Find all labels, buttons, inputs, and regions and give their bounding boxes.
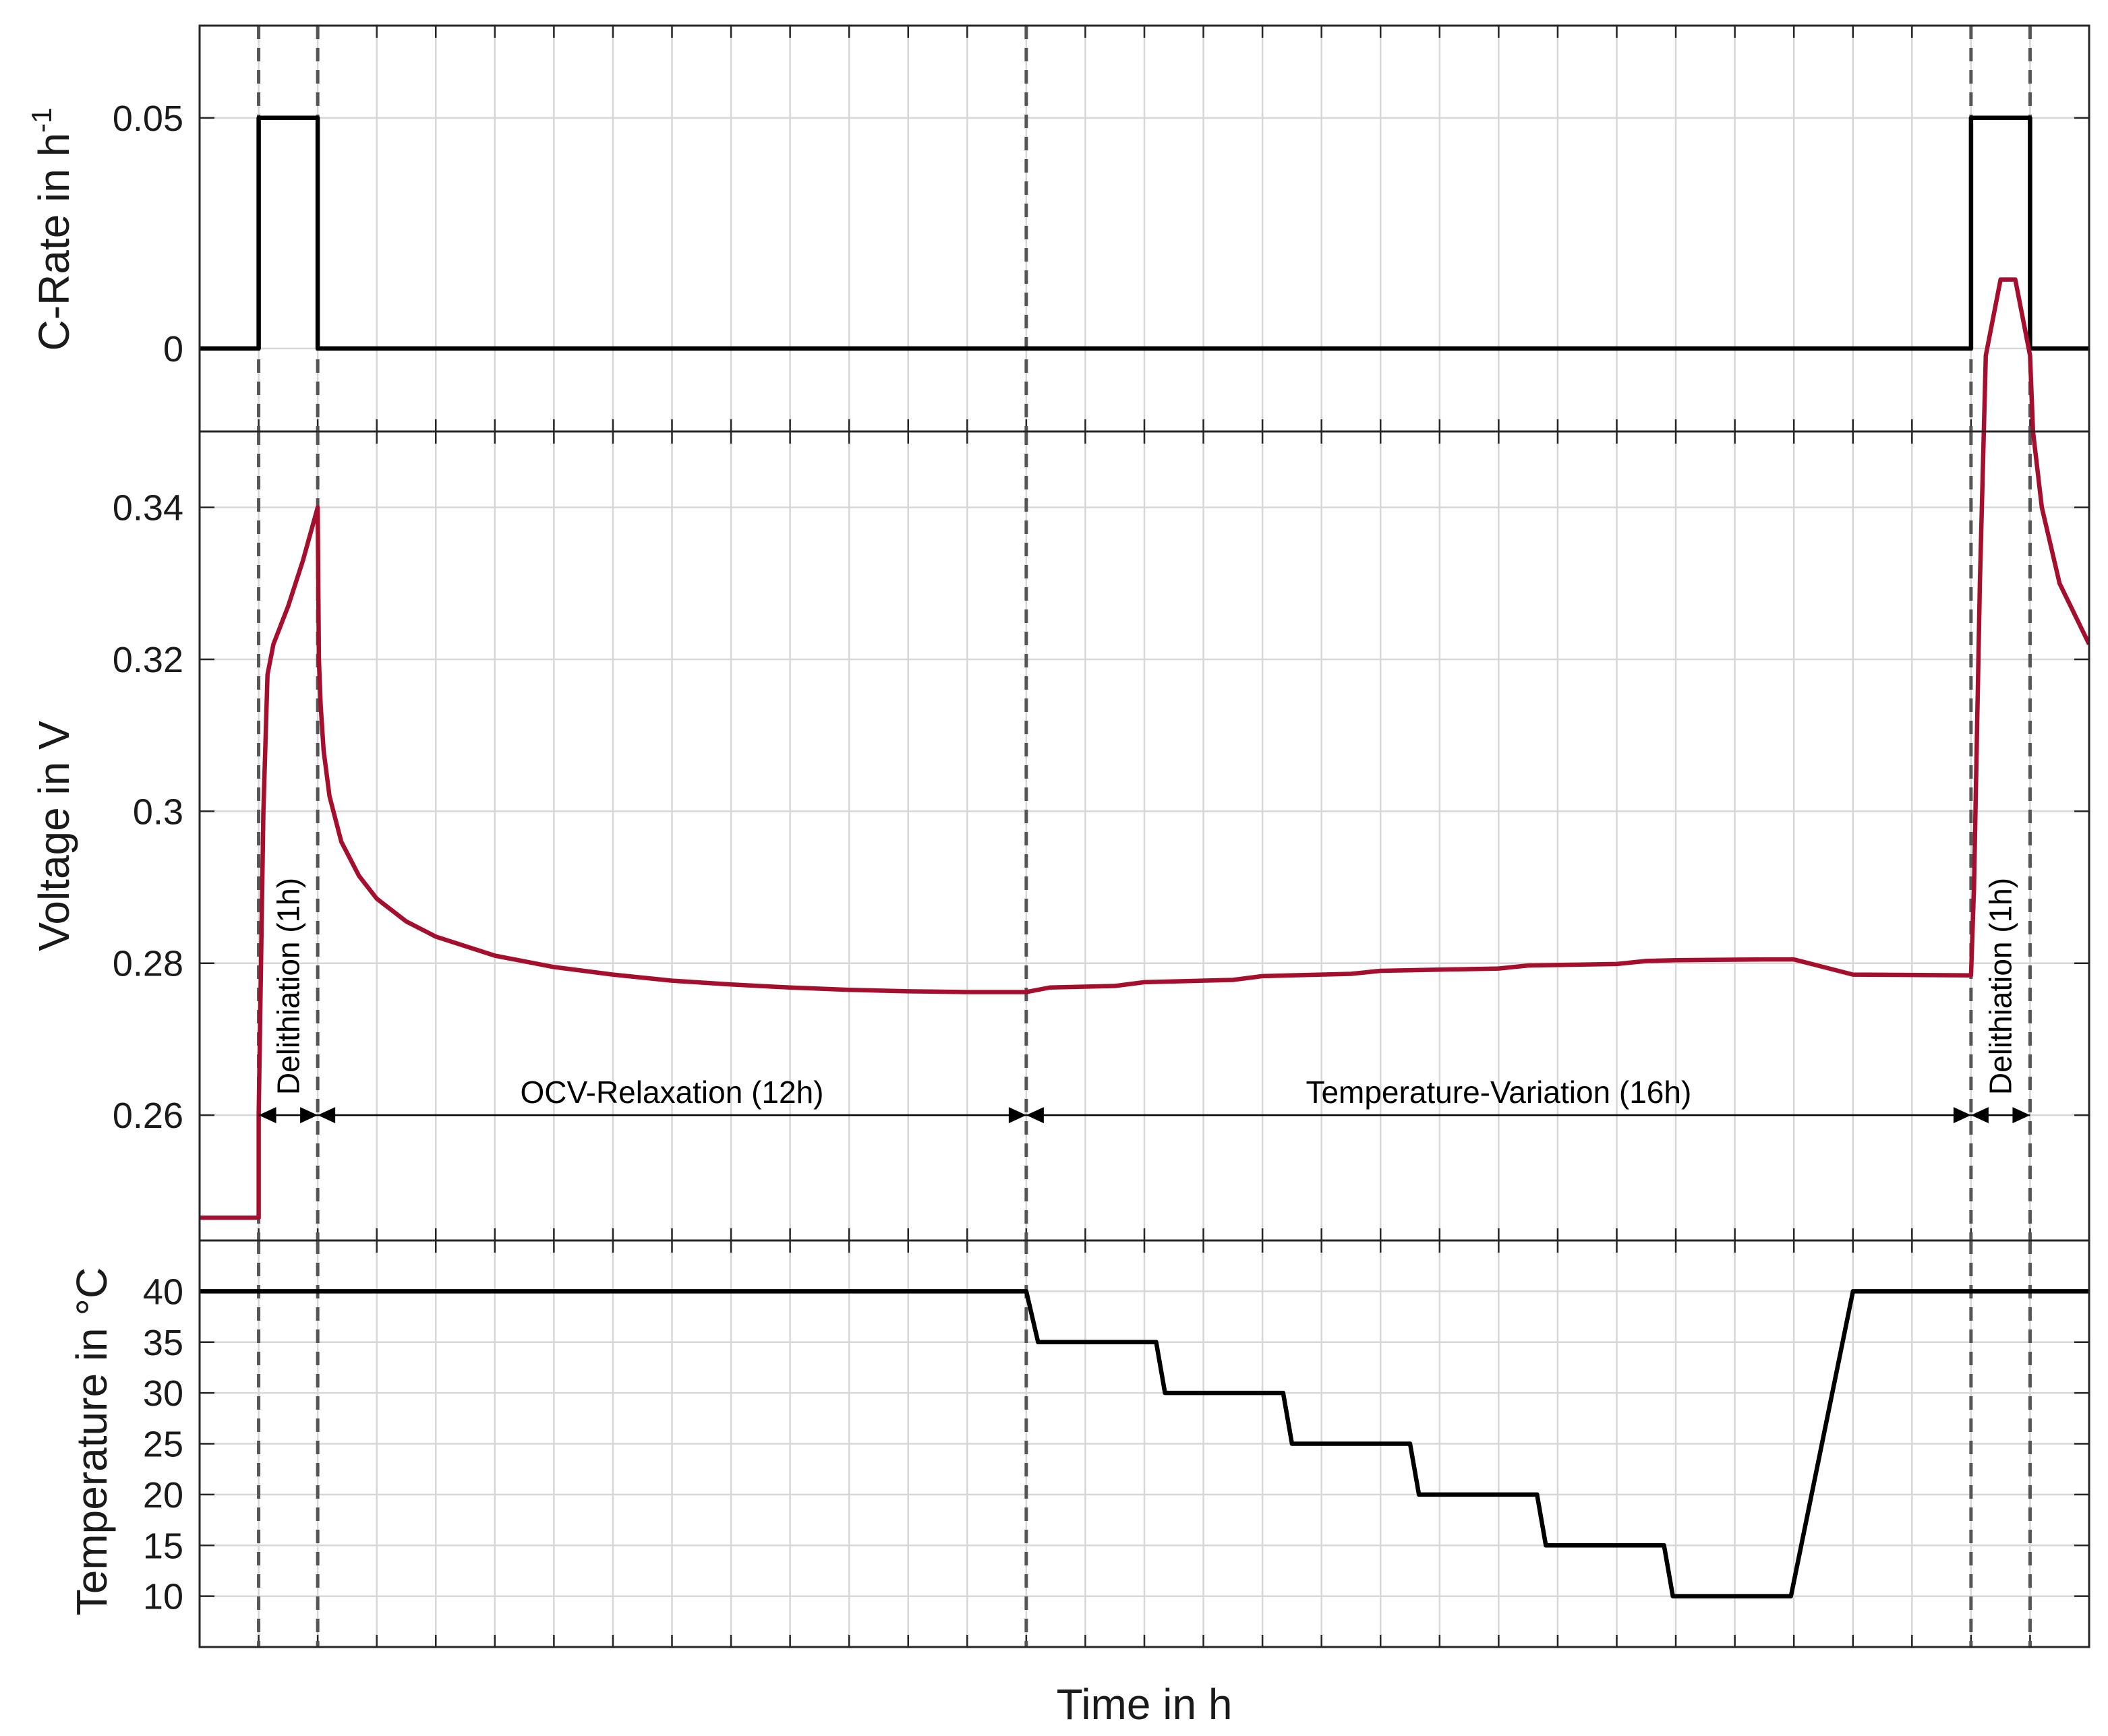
- annotation-arrowhead-right: [2012, 1107, 2030, 1124]
- panel-temperature: 10 15 20 25 30 35 40: [143, 1239, 2090, 1648]
- y-tick-label: 0.34: [113, 488, 183, 529]
- phase-annotation: OCV-Relaxation (12h): [318, 1075, 1026, 1124]
- y-tick-label: 10: [143, 1577, 183, 1617]
- y-tick-label: 0: [163, 329, 183, 369]
- y-tick-label: 15: [143, 1526, 183, 1566]
- y-tick-label: 0.26: [113, 1096, 183, 1136]
- x-axis-title: Time in h: [1057, 1680, 1233, 1729]
- y-tick-label: 0.28: [113, 944, 183, 984]
- annotation-label: Delithiation (1h): [270, 878, 305, 1095]
- annotation-arrowhead-left: [258, 1107, 276, 1124]
- annotation-arrowhead-right: [1008, 1107, 1026, 1124]
- annotation-label: OCV-Relaxation (12h): [521, 1075, 824, 1110]
- y-axis-title-crate: C-Rate in h-1: [26, 107, 78, 351]
- y-tick-label: 25: [143, 1425, 183, 1465]
- y-axis-title-crate-base: C-Rate in h: [30, 133, 78, 351]
- y-tick-label: 40: [143, 1271, 183, 1312]
- y-axis-title-crate-superscript: -1: [26, 107, 57, 132]
- y-axis-title-temperature: Temperature in °C: [67, 1267, 116, 1615]
- annotation-arrowhead-left: [318, 1107, 336, 1124]
- annotation-label: Delithiation (1h): [1983, 878, 2018, 1095]
- panel-frame: [198, 1239, 2090, 1648]
- phase-annotation: Delithiation (1h): [1970, 878, 2030, 1124]
- series-line-crate: [200, 115, 2089, 351]
- y-tick-label: 20: [143, 1475, 183, 1516]
- panel-voltage: 0.26 0.28 0.3 0.32 0.34 Delithiation (1h) OCV-…: [113, 277, 2090, 1242]
- phase-annotation: Temperature-Variation (16h): [1026, 1075, 1971, 1124]
- annotation-arrowhead-right: [1953, 1107, 1971, 1124]
- y-tick-label: 35: [143, 1323, 183, 1363]
- panel-crate: 00.05: [113, 24, 2090, 433]
- annotation-arrowhead-left: [1026, 1107, 1044, 1124]
- y-tick-label: 0.3: [133, 791, 183, 832]
- y-tick-label: 0.32: [113, 640, 183, 680]
- annotation-label: Temperature-Variation (16h): [1306, 1075, 1691, 1110]
- annotation-arrowhead-right: [300, 1107, 318, 1124]
- phase-annotation: Delithiation (1h): [258, 878, 318, 1124]
- y-tick-label: 30: [143, 1373, 183, 1414]
- series-line-temperature: [200, 1289, 2089, 1598]
- annotation-arrowhead-left: [1970, 1107, 1989, 1124]
- series-line-voltage: [200, 277, 2089, 1220]
- y-axis-title-voltage: Voltage in V: [30, 721, 78, 951]
- y-tick-label: 0.05: [113, 98, 183, 139]
